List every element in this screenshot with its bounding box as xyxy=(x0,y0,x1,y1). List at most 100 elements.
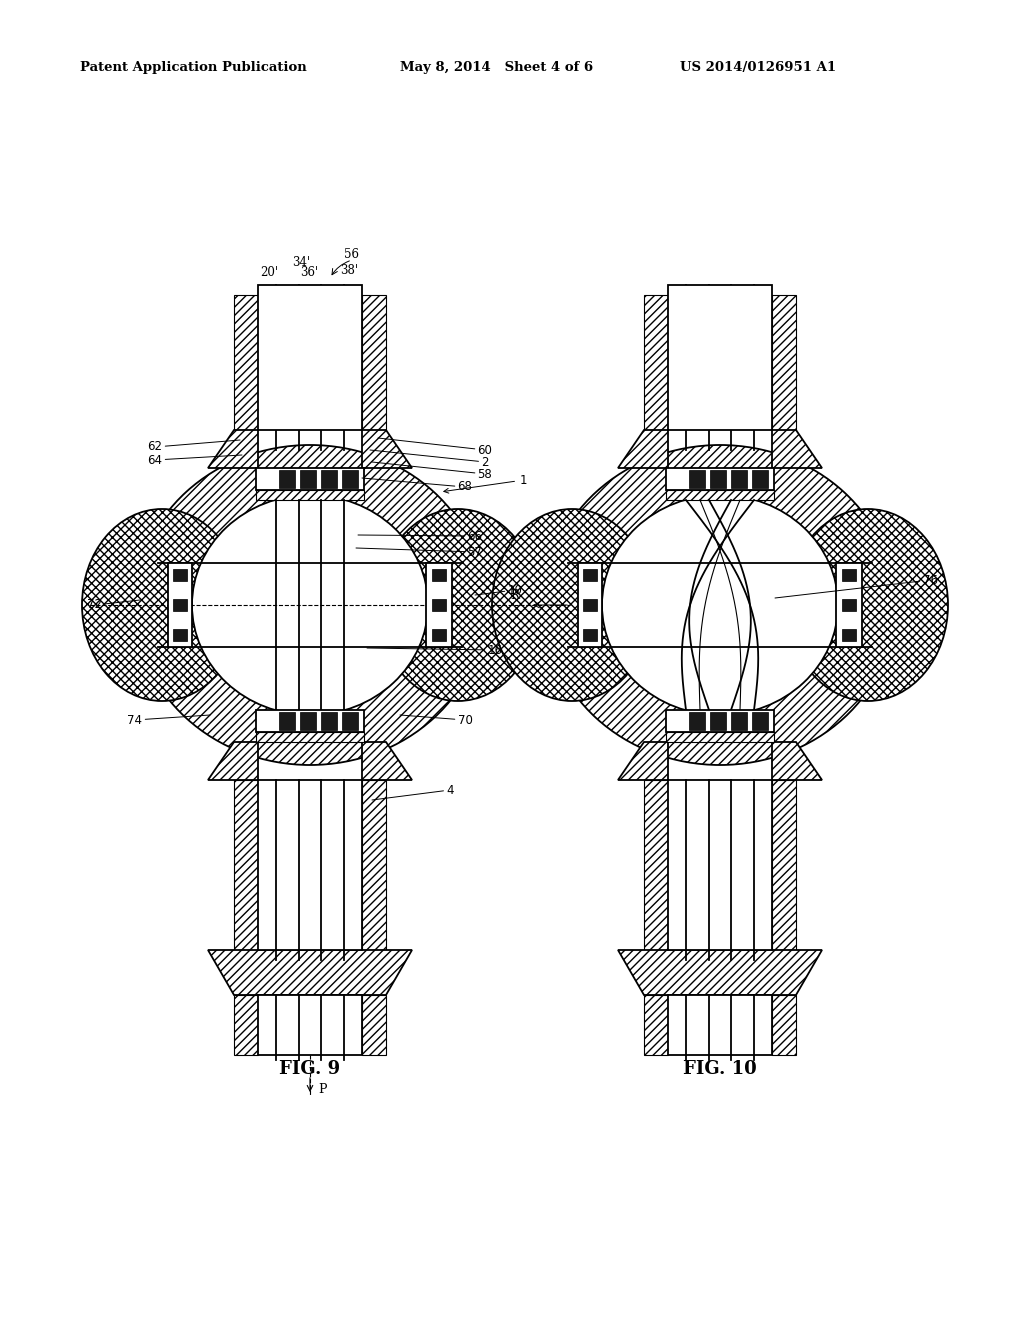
Polygon shape xyxy=(299,470,315,488)
Polygon shape xyxy=(578,564,602,647)
Text: 76: 76 xyxy=(775,573,938,598)
Polygon shape xyxy=(618,430,668,469)
Polygon shape xyxy=(362,995,386,1055)
Polygon shape xyxy=(321,711,337,730)
Text: P: P xyxy=(318,1082,327,1096)
Polygon shape xyxy=(362,742,412,780)
Ellipse shape xyxy=(545,445,895,766)
Text: 36': 36' xyxy=(300,267,318,279)
Polygon shape xyxy=(666,469,774,490)
Polygon shape xyxy=(208,430,258,469)
Polygon shape xyxy=(299,711,315,730)
Polygon shape xyxy=(666,490,774,500)
Text: FIG. 10: FIG. 10 xyxy=(683,1060,757,1078)
Polygon shape xyxy=(168,564,193,647)
Polygon shape xyxy=(173,599,186,611)
Text: 72: 72 xyxy=(87,598,140,611)
Polygon shape xyxy=(644,780,668,950)
Polygon shape xyxy=(644,294,668,430)
Polygon shape xyxy=(432,630,445,642)
Ellipse shape xyxy=(82,510,242,701)
Polygon shape xyxy=(173,569,186,581)
Polygon shape xyxy=(258,995,362,1055)
Polygon shape xyxy=(618,950,822,995)
Polygon shape xyxy=(584,599,597,611)
Text: 4: 4 xyxy=(372,784,454,800)
Polygon shape xyxy=(341,470,357,488)
Polygon shape xyxy=(772,780,796,950)
Polygon shape xyxy=(772,995,796,1055)
Text: 60: 60 xyxy=(378,438,493,457)
Polygon shape xyxy=(730,711,746,730)
Polygon shape xyxy=(256,490,364,500)
Polygon shape xyxy=(362,294,386,430)
Polygon shape xyxy=(666,733,774,742)
Ellipse shape xyxy=(788,510,948,701)
Polygon shape xyxy=(279,711,295,730)
Text: 70: 70 xyxy=(400,714,472,726)
Text: May 8, 2014   Sheet 4 of 6: May 8, 2014 Sheet 4 of 6 xyxy=(400,62,593,74)
Text: 34': 34' xyxy=(292,256,310,269)
Text: 1: 1 xyxy=(443,474,527,494)
Ellipse shape xyxy=(602,495,838,715)
Polygon shape xyxy=(362,780,386,950)
Polygon shape xyxy=(258,285,362,430)
Polygon shape xyxy=(843,599,856,611)
Text: 16: 16 xyxy=(367,644,503,656)
Polygon shape xyxy=(426,564,452,647)
Ellipse shape xyxy=(604,498,836,713)
Polygon shape xyxy=(173,630,186,642)
Text: 64: 64 xyxy=(147,454,242,466)
Polygon shape xyxy=(688,711,705,730)
Polygon shape xyxy=(843,569,856,581)
Polygon shape xyxy=(710,470,725,488)
Text: US 2014/0126951 A1: US 2014/0126951 A1 xyxy=(680,62,837,74)
Text: R: R xyxy=(510,589,519,602)
Polygon shape xyxy=(584,569,597,581)
Ellipse shape xyxy=(135,445,485,766)
Polygon shape xyxy=(618,742,668,780)
Polygon shape xyxy=(688,470,705,488)
Ellipse shape xyxy=(378,510,538,701)
Text: 68: 68 xyxy=(362,478,472,494)
Polygon shape xyxy=(432,599,445,611)
Polygon shape xyxy=(584,630,597,642)
Text: 66: 66 xyxy=(358,529,482,543)
Polygon shape xyxy=(256,710,364,733)
Polygon shape xyxy=(256,469,364,490)
Polygon shape xyxy=(432,569,445,581)
Polygon shape xyxy=(321,470,337,488)
Text: 62: 62 xyxy=(147,440,240,454)
Polygon shape xyxy=(362,430,412,469)
Text: 58: 58 xyxy=(372,462,493,480)
Polygon shape xyxy=(208,742,258,780)
Polygon shape xyxy=(208,950,412,995)
Polygon shape xyxy=(843,630,856,642)
Polygon shape xyxy=(710,711,725,730)
Text: 2: 2 xyxy=(370,450,488,469)
Polygon shape xyxy=(772,742,822,780)
Polygon shape xyxy=(752,711,768,730)
Text: Patent Application Publication: Patent Application Publication xyxy=(80,62,307,74)
Text: 10: 10 xyxy=(475,583,522,597)
Polygon shape xyxy=(234,995,258,1055)
Polygon shape xyxy=(668,780,772,950)
Polygon shape xyxy=(666,710,774,733)
Text: 56: 56 xyxy=(344,248,359,261)
Text: FIG. 9: FIG. 9 xyxy=(280,1060,341,1078)
Text: 57: 57 xyxy=(356,545,482,558)
Polygon shape xyxy=(258,780,362,950)
Polygon shape xyxy=(234,780,258,950)
Polygon shape xyxy=(279,470,295,488)
Polygon shape xyxy=(772,294,796,430)
Polygon shape xyxy=(730,470,746,488)
Polygon shape xyxy=(341,711,357,730)
Polygon shape xyxy=(772,430,822,469)
Polygon shape xyxy=(668,285,772,430)
Polygon shape xyxy=(644,995,668,1055)
Ellipse shape xyxy=(492,510,652,701)
Polygon shape xyxy=(836,564,862,647)
Polygon shape xyxy=(668,995,772,1055)
Polygon shape xyxy=(256,733,364,742)
Polygon shape xyxy=(752,470,768,488)
